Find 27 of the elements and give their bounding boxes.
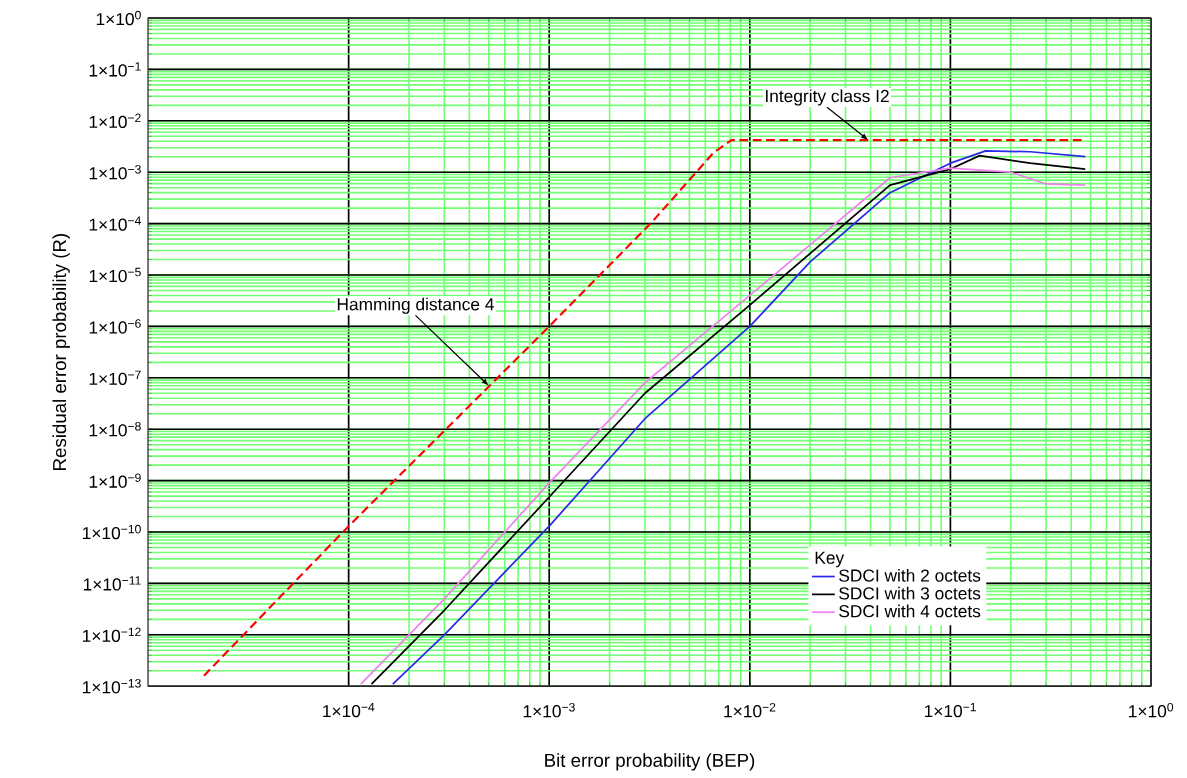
legend-title: Key <box>815 551 845 568</box>
x-tick-label: 1×10$^{−1}$ <box>924 702 976 718</box>
x-axis-title: Bit error probability (BEP) <box>545 753 755 771</box>
x-tick-label: 1×10$^{−2}$ <box>724 702 776 718</box>
y-tick-label: 1×10$^{−12}$ <box>83 627 141 642</box>
legend-label: SDCI with 4 octets <box>839 604 981 618</box>
y-tick-label: 1×10$^{−13}$ <box>83 678 141 694</box>
y-tick-label: 1×10$^{−8}$ <box>89 421 141 437</box>
y-tick-label: 1×10$^{−10}$ <box>83 524 141 540</box>
x-tick-label: 1×10$^{−3}$ <box>523 702 575 718</box>
y-tick-label: 1×10$^{−6}$ <box>89 319 141 334</box>
y-tick-label: 1×10$^{−1}$ <box>89 62 141 77</box>
y-tick-label: 1×10$^{−9}$ <box>89 473 141 488</box>
y-tick-label: 1×10$^{0}$ <box>96 10 141 26</box>
y-tick-label: 1×10$^{−5}$ <box>89 267 141 283</box>
y-tick-label: 1×10$^{−2}$ <box>89 113 141 128</box>
annotation: Hamming distance 4 <box>337 297 494 314</box>
x-tick-label: 1×10$^{0}$ <box>1129 702 1174 718</box>
annotation: Integrity class I2 <box>766 89 889 106</box>
legend-label: SDCI with 3 octets <box>839 586 981 600</box>
y-axis-title: Residual error probability (R) <box>52 233 70 470</box>
y-tick-label: 1×10$^{−7}$ <box>89 370 141 385</box>
y-tick-label: 1×10$^{−4}$ <box>89 216 141 231</box>
legend-label: SDCI with 2 octets <box>839 568 981 582</box>
y-tick-label: 1×10$^{−11}$ <box>83 576 141 591</box>
y-tick-label: 1×10$^{−3}$ <box>89 164 141 180</box>
x-tick-label: 1×10$^{−4}$ <box>323 702 375 718</box>
